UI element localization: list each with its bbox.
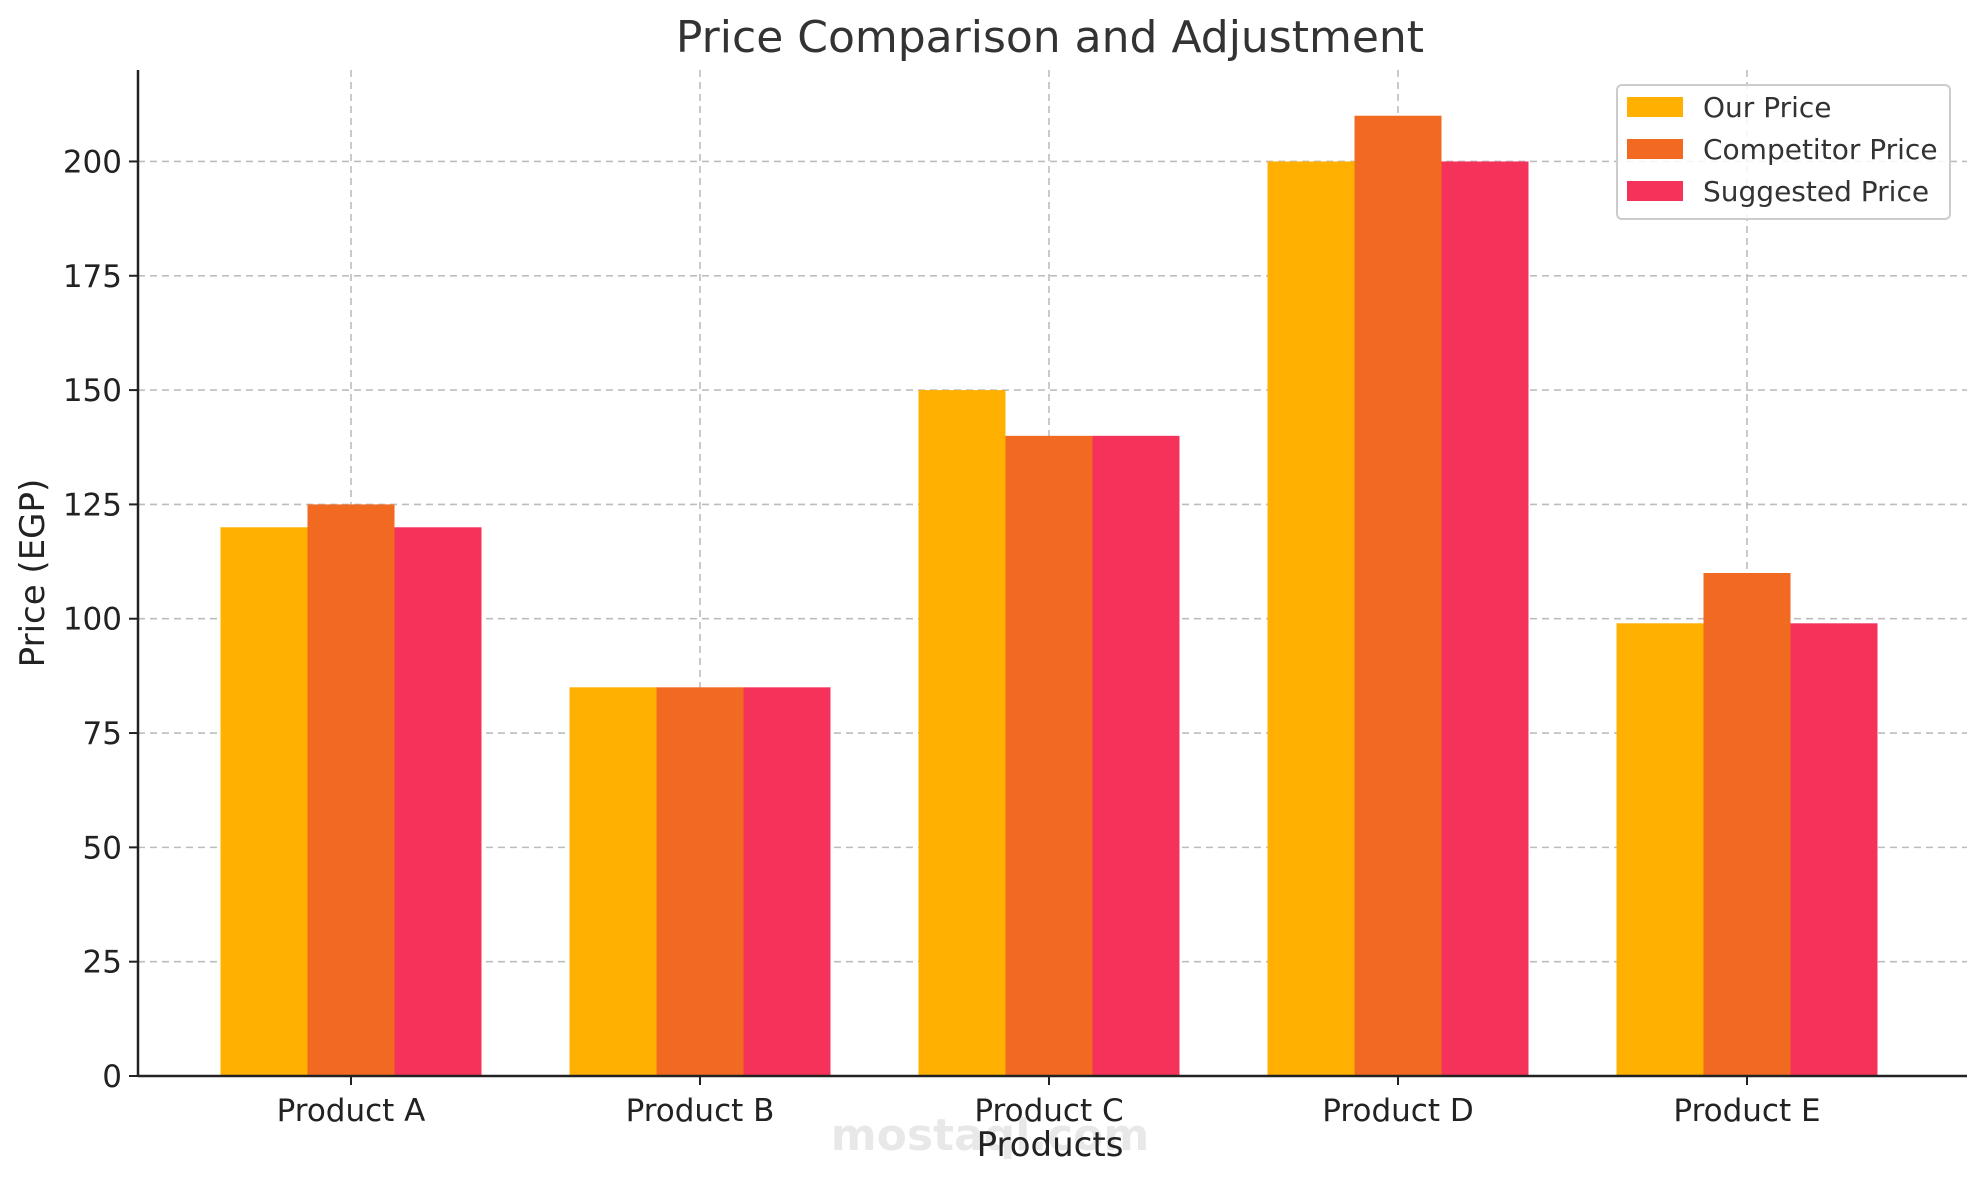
legend-label: Suggested Price [1703, 175, 1929, 208]
y-tick-label: 25 [83, 945, 122, 981]
y-tick-label: 175 [63, 259, 122, 295]
y-tick-label: 100 [63, 602, 122, 638]
bar-our-price-product-b [569, 687, 657, 1076]
legend-swatch [1627, 139, 1683, 159]
y-axis-label: Price (EGP) [13, 479, 53, 668]
y-tick-label: 0 [102, 1059, 122, 1095]
bar-competitor-price-product-c [1005, 435, 1093, 1076]
bar-suggested-price-product-e [1790, 623, 1878, 1076]
y-tick-label: 200 [63, 144, 122, 180]
legend-label: Our Price [1703, 91, 1832, 124]
bar-competitor-price-product-a [307, 504, 395, 1077]
x-tick-label: Product E [1673, 1093, 1820, 1129]
y-ticks: 0 25 50 75 100 125 150 175 200 [63, 144, 138, 1095]
bar-our-price-product-e [1616, 623, 1704, 1076]
x-tick-label: Product D [1322, 1093, 1473, 1129]
x-axis-label: Products [977, 1125, 1124, 1165]
y-tick-label: 75 [83, 716, 122, 752]
bar-suggested-price-product-c [1092, 435, 1180, 1076]
chart-title: Price Comparison and Adjustment [676, 12, 1424, 63]
bar-competitor-price-product-d [1354, 115, 1442, 1076]
bar-our-price-product-d [1267, 161, 1355, 1077]
bar-competitor-price-product-e [1703, 573, 1791, 1076]
legend-swatch [1627, 97, 1683, 117]
x-tick-label: Product A [277, 1093, 426, 1129]
bar-suggested-price-product-a [394, 527, 482, 1076]
bar-suggested-price-product-b [743, 687, 831, 1076]
bars [220, 115, 1878, 1077]
axes [136, 70, 1967, 1078]
legend-label: Competitor Price [1703, 133, 1938, 166]
bar-suggested-price-product-d [1441, 161, 1529, 1077]
legend-swatch [1627, 181, 1683, 201]
legend-frame [1616, 84, 1951, 220]
watermark-text: mostaql.com [831, 1110, 1149, 1161]
legend: Our Price Competitor Price Suggested Price [1616, 84, 1951, 220]
y-tick-label: 150 [63, 373, 122, 409]
y-tick-label: 125 [63, 487, 122, 523]
bar-our-price-product-a [220, 527, 308, 1076]
bar-competitor-price-product-b [656, 687, 744, 1076]
bar-our-price-product-c [918, 390, 1006, 1076]
x-tick-label: Product B [626, 1093, 775, 1129]
x-ticks: Product A Product B Product C Product D Prod… [277, 1076, 1821, 1129]
y-tick-label: 50 [83, 830, 122, 866]
x-tick-label: Product C [974, 1093, 1123, 1129]
